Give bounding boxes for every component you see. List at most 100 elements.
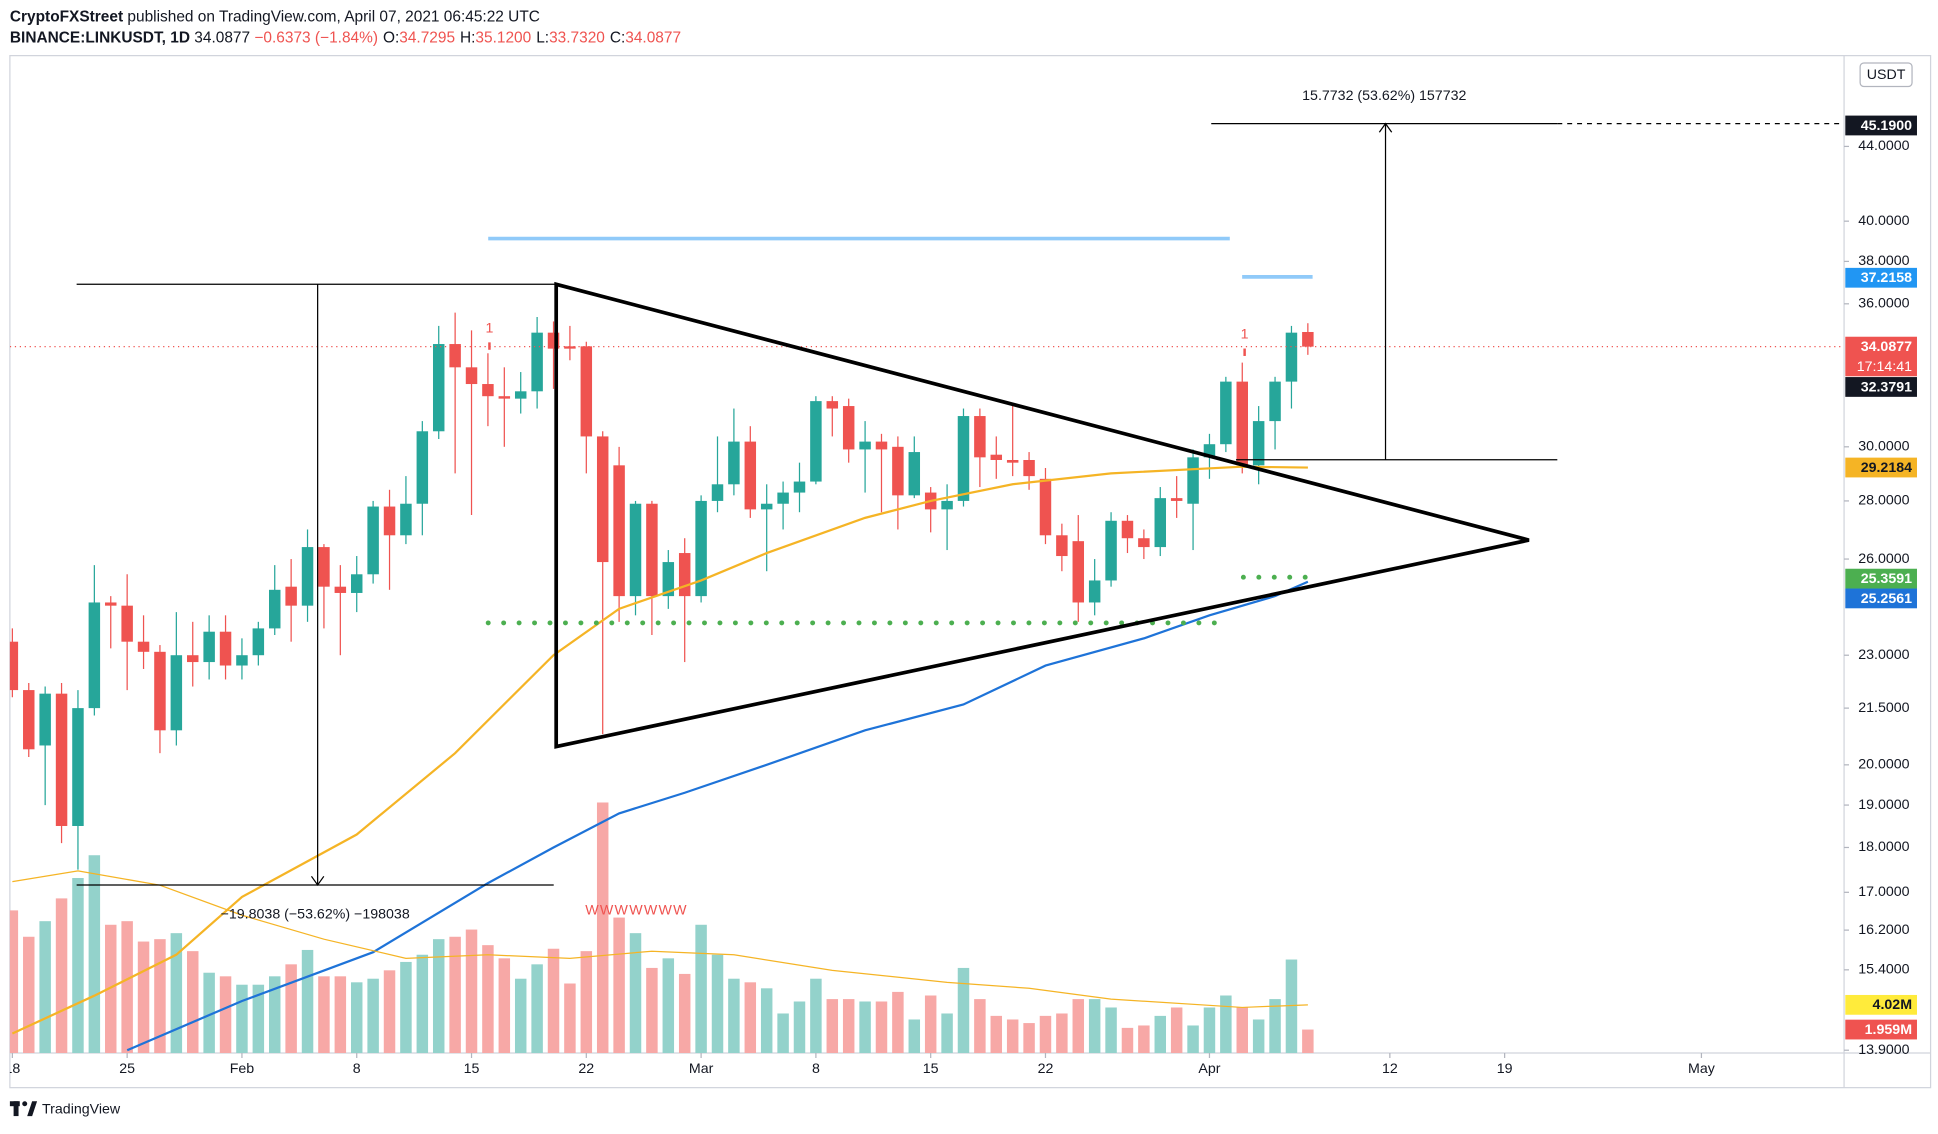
candle-body: [826, 401, 839, 409]
candle-body: [908, 452, 921, 496]
frame: [9, 55, 1932, 1089]
volume-bar: [514, 978, 527, 1054]
candle-body: [1121, 520, 1134, 539]
x-tick-label: Mar: [689, 1061, 714, 1077]
candle-body: [72, 708, 84, 826]
candle-body: [646, 503, 658, 597]
candle-body: [580, 346, 593, 437]
ohlc-key: O:: [383, 29, 399, 46]
symbol: BINANCE:LINKUSDT, 1D: [10, 29, 190, 46]
candle-body: [662, 562, 675, 597]
volume-bar: [793, 1001, 806, 1054]
volume-bar: [695, 924, 707, 1054]
countdown: 17:14:41: [1857, 359, 1912, 375]
candle-body: [498, 396, 511, 399]
volume-bar: [875, 1001, 888, 1054]
volume-bar: [1154, 1015, 1167, 1054]
candle-body: [1252, 421, 1265, 466]
candle-body: [121, 605, 133, 642]
symbol-line: BINANCE:LINKUSDT, 1D 34.0877 −0.6373 (−1…: [10, 29, 681, 46]
last-price: 34.0877: [194, 29, 250, 46]
candle-body: [514, 391, 527, 399]
volume-bar: [416, 954, 429, 1054]
volume-bar: [1269, 999, 1281, 1054]
candle-body: [1269, 381, 1281, 422]
candle-body: [1302, 331, 1314, 347]
volume-bar: [1023, 1023, 1035, 1054]
candle-body: [23, 690, 35, 750]
candle-body: [760, 503, 773, 510]
volume-bar: [941, 1013, 953, 1054]
candle-body: [1154, 498, 1167, 548]
candle-body: [744, 441, 757, 510]
candle-body: [1006, 459, 1019, 463]
x-tick-label: 8: [812, 1061, 820, 1077]
volume-bar: [72, 878, 84, 1054]
volume-bar: [1285, 959, 1298, 1054]
logo-part: [22, 1101, 28, 1107]
volume-bar: [1203, 1007, 1216, 1054]
candle-body: [678, 553, 691, 597]
candle-body: [187, 655, 199, 663]
volume-bar: [1252, 1019, 1265, 1054]
volume-bar: [842, 999, 855, 1054]
volume-bar: [1072, 999, 1085, 1054]
candle-body: [252, 628, 265, 656]
volume-bar: [88, 855, 101, 1054]
marker-label: 1: [1241, 327, 1249, 343]
footer: TradingView: [9, 1101, 121, 1118]
price-axis: 13.9000 15.4000 16.2000 17.0000 18.0000 19.00…: [1844, 138, 1910, 1058]
volume-bar: [367, 978, 379, 1054]
candle-body: [695, 500, 707, 597]
candle-body: [1072, 541, 1085, 603]
measure-label: 15.7732 (53.62%) 157732: [1302, 88, 1466, 104]
y-tick-label: 21.5000: [1858, 700, 1909, 716]
candle-body: [219, 631, 232, 666]
volume-bar: [760, 988, 773, 1054]
volume-bar: [1088, 999, 1101, 1054]
candle-body: [1138, 538, 1150, 548]
price-label: 25.3591: [1861, 571, 1912, 587]
volume-bar: [580, 951, 593, 1054]
arrow-head: [310, 875, 325, 887]
volume-bar: [121, 921, 133, 1054]
volume-bar: [1138, 1025, 1150, 1054]
price-label-box: [1845, 588, 1917, 609]
candle-body: [170, 655, 183, 731]
candle-body: [400, 503, 412, 536]
volume-bar: [826, 999, 839, 1054]
price-label: 4.02M: [1873, 997, 1912, 1013]
currency-box: [1859, 62, 1913, 88]
volume-bar: [957, 967, 970, 1054]
publisher: CryptoFXStreet: [10, 8, 123, 25]
price-label: 1.959M: [1865, 1022, 1912, 1038]
y-tick-label: 15.4000: [1858, 962, 1909, 978]
candle-body: [203, 631, 215, 663]
volume-bar: [383, 970, 396, 1054]
candle-body: [1088, 580, 1101, 603]
volume-bar: [301, 949, 314, 1054]
candle-body: [269, 589, 281, 629]
volume-bar: [203, 972, 215, 1054]
volume-bar: [1039, 1015, 1052, 1054]
candle-body: [875, 441, 888, 450]
header-line: CryptoFXStreet published on TradingView.…: [10, 8, 540, 25]
candle-body: [1170, 498, 1183, 501]
candle-body: [892, 446, 904, 496]
volume-bar: [1121, 1027, 1134, 1054]
price-label-box: [1845, 994, 1917, 1015]
candle-body: [1220, 381, 1232, 445]
brand: TradingView: [42, 1102, 121, 1118]
candle-body: [596, 436, 609, 563]
volume-bar: [1006, 1019, 1019, 1054]
volume-bar: [613, 917, 625, 1054]
volume-bar: [1187, 1025, 1199, 1054]
y-tick-label: 13.9000: [1858, 1042, 1909, 1058]
candle-body: [941, 500, 953, 510]
candle-body: [793, 481, 806, 493]
candle-body: [531, 332, 543, 392]
volume-bar: [285, 964, 297, 1054]
candle-body: [842, 406, 855, 450]
ohlc-key: C:: [610, 29, 625, 46]
ohlc-key: H:: [460, 29, 475, 46]
